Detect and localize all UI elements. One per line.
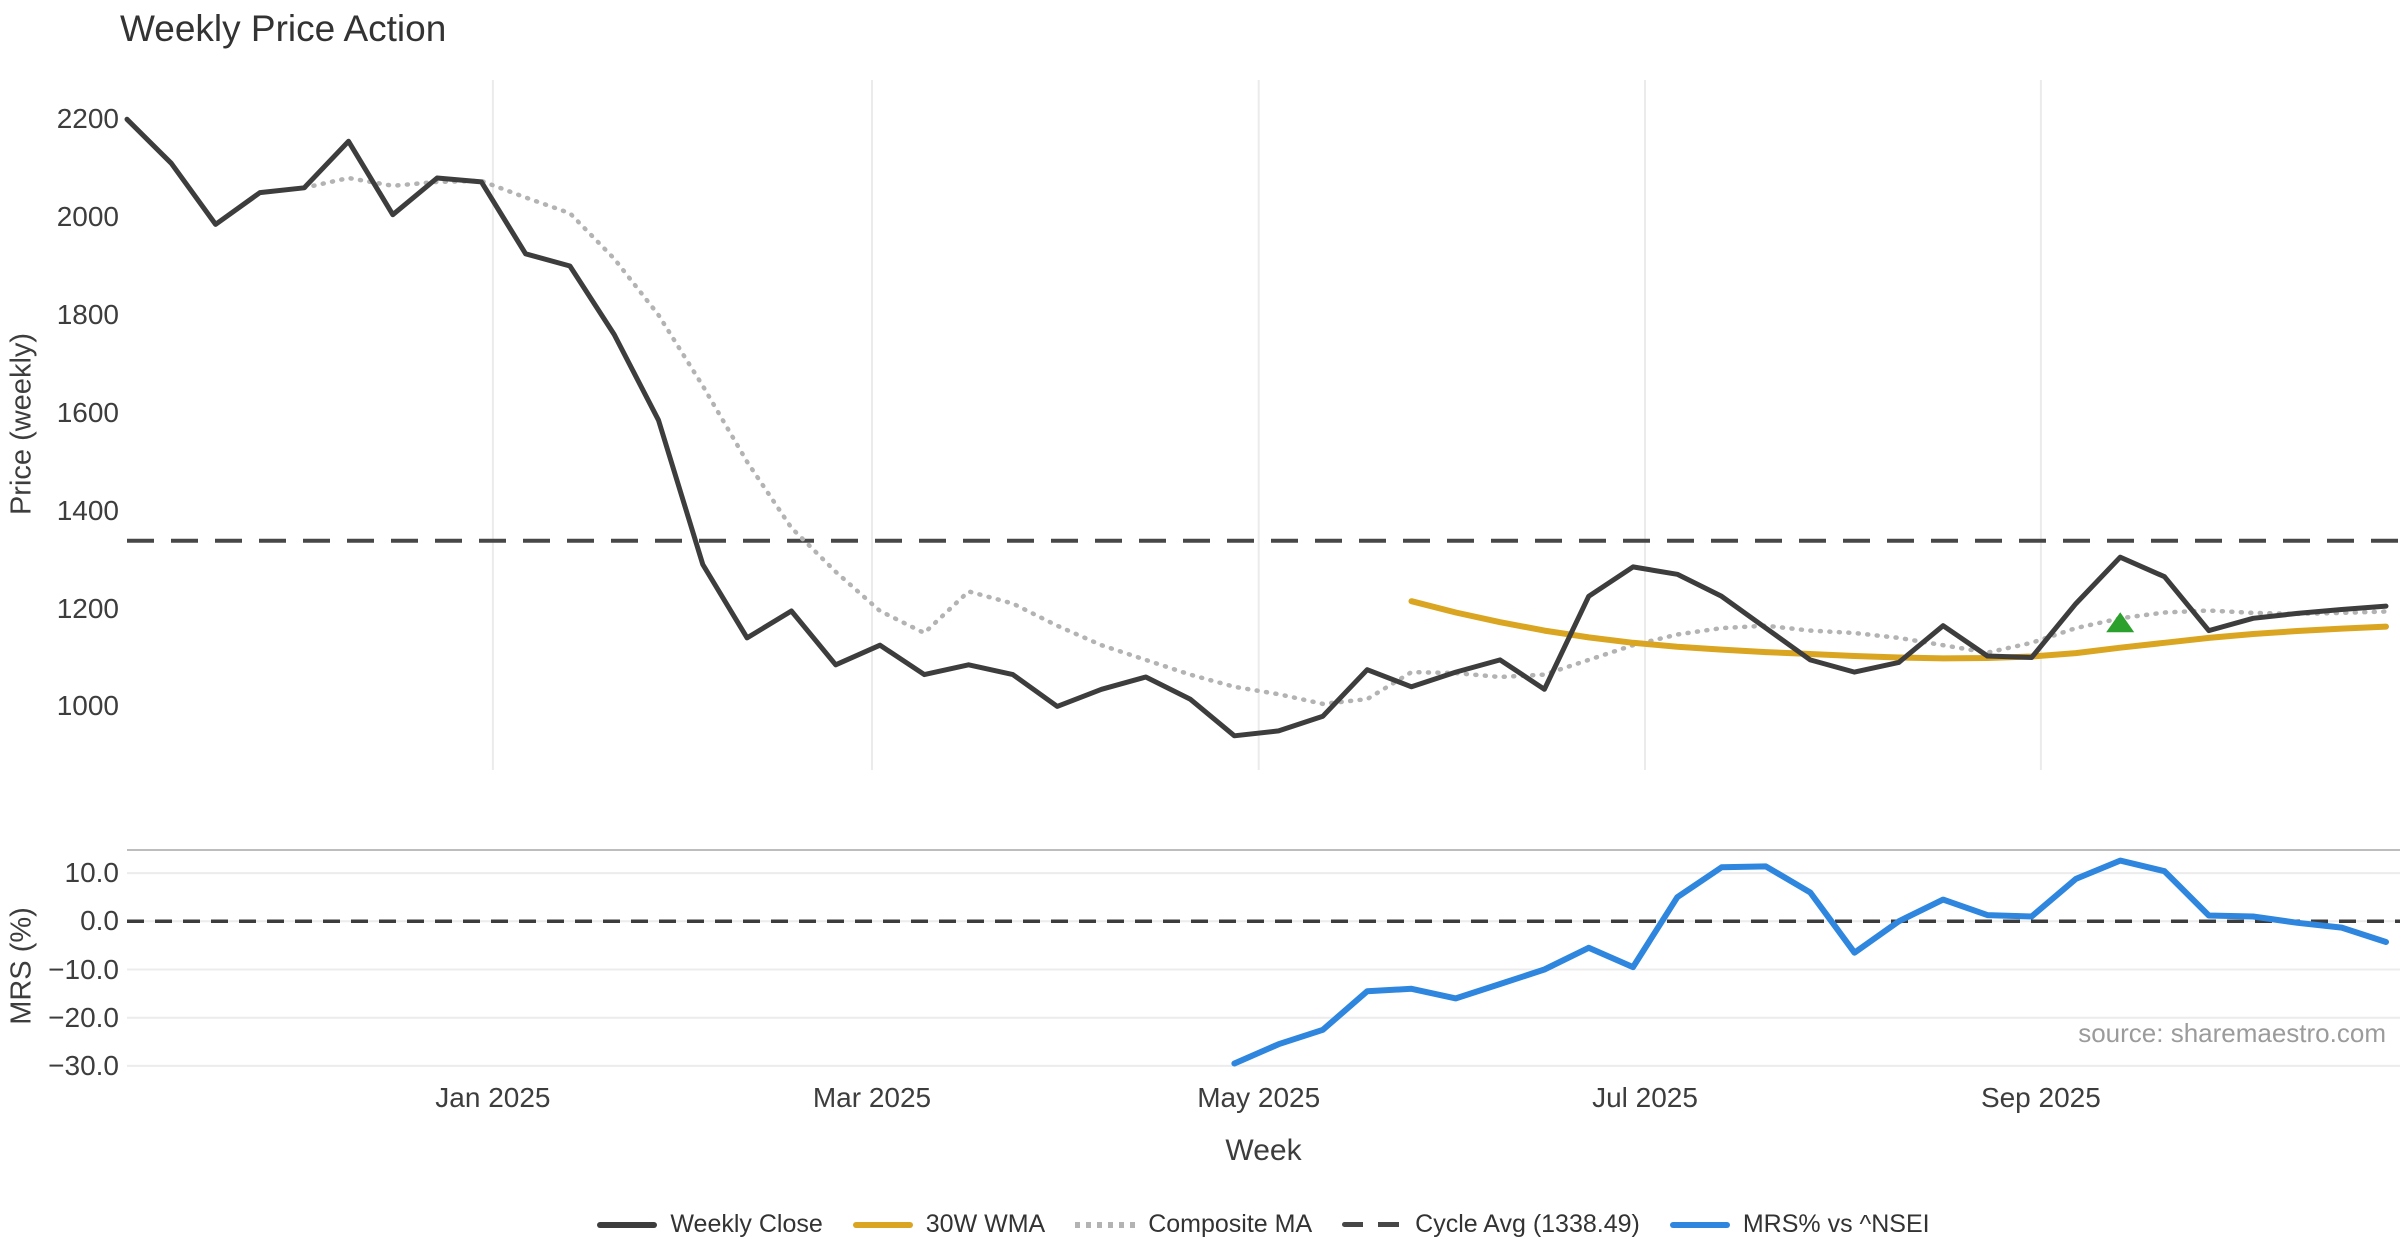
y-axis-title-price: Price (weekly): [5, 332, 38, 516]
y-axis-title-mrs: MRS (%): [5, 907, 38, 1025]
xtick-sep-2025: Sep 2025: [1980, 1082, 2101, 1113]
legend-label: MRS% vs ^NSEI: [1742, 1210, 1930, 1238]
weekly-close-line: [124, 116, 2389, 739]
legend-item-cycle-avg: Cycle Avg (1338.49): [1342, 1210, 1640, 1239]
xtick-mar-2025: Mar 2025: [812, 1082, 932, 1113]
xtick-jan-2025: Jan 2025: [435, 1082, 551, 1113]
legend-label: 30W WMA: [925, 1210, 1046, 1238]
mrs-ytick-10: 10.0: [64, 857, 120, 889]
mrs-ytick-neg20: −20.0: [48, 1001, 119, 1033]
source-note: source: sharemaestro.com: [2078, 1018, 2386, 1048]
mrs-line: [1231, 857, 2389, 1067]
xtick-may-2025: May 2025: [1197, 1082, 1321, 1113]
mrs-ytick-neg30: −30.0: [48, 1049, 119, 1081]
x-axis-title: Week: [1225, 1134, 1302, 1167]
cycle-avg-dashed-swatch-icon: [1342, 1222, 1403, 1227]
legend-item-mrs: MRS% vs ^NSEI: [1669, 1210, 1930, 1239]
mrs-ytick-neg10: −10.0: [48, 953, 119, 985]
weekly-close-line-swatch-icon: [597, 1221, 658, 1228]
chart-legend: Weekly Close 30W WMA Composite MA Cycle …: [127, 1210, 2400, 1239]
price-ytick-2200: 2200: [56, 103, 119, 135]
legend-label: Composite MA: [1148, 1210, 1313, 1238]
legend-item-weekly-close: Weekly Close: [597, 1210, 823, 1239]
page-title: Weekly Price Action: [120, 8, 447, 49]
price-ytick-1000: 1000: [56, 690, 119, 722]
composite-ma-dotted-swatch-icon: [1075, 1221, 1136, 1228]
price-ytick-1400: 1400: [56, 494, 119, 526]
buy-signal-triangle-icon: [2106, 612, 2135, 633]
composite-ma-line: [301, 175, 2389, 707]
legend-item-composite-ma: Composite MA: [1075, 1210, 1312, 1239]
mrs-line-swatch-icon: [1669, 1221, 1730, 1228]
wma-30w-line: [1408, 598, 2389, 662]
mrs-ytick-0: 0.0: [80, 905, 119, 937]
price-ytick-2000: 2000: [56, 201, 119, 233]
legend-label: Cycle Avg (1338.49): [1415, 1210, 1640, 1238]
price-ytick-1600: 1600: [56, 396, 119, 428]
xtick-jul-2025: Jul 2025: [1592, 1082, 1698, 1113]
price-ytick-1800: 1800: [56, 298, 119, 330]
legend-item-30w-wma: 30W WMA: [852, 1210, 1046, 1239]
legend-label: Weekly Close: [670, 1210, 823, 1238]
price-ytick-1200: 1200: [56, 592, 119, 624]
wma-line-swatch-icon: [852, 1221, 913, 1228]
